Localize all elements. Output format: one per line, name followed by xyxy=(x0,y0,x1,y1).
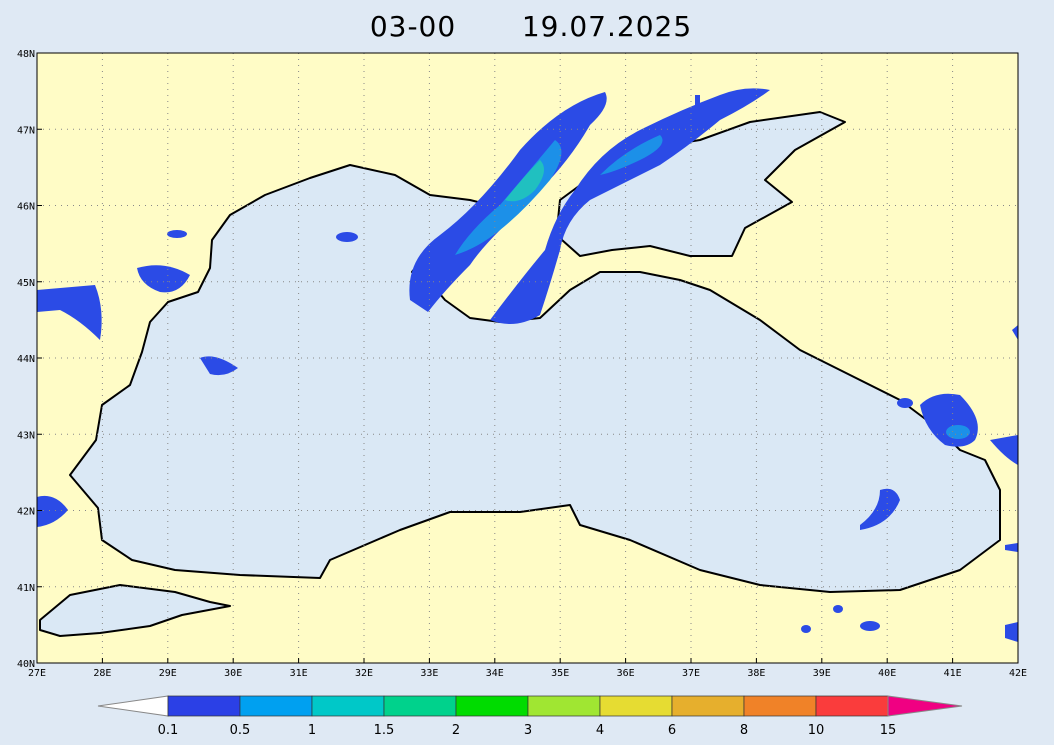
colorbar-label: 1.5 xyxy=(374,723,395,738)
colorbar-segment xyxy=(599,695,673,717)
rain-area xyxy=(137,265,190,293)
title-date: 19.07.2025 xyxy=(522,10,692,43)
lon-label: 29E xyxy=(159,668,177,679)
lat-label: 42N xyxy=(17,507,35,518)
colorbar-segment xyxy=(455,695,529,717)
colorbar-segment xyxy=(815,695,889,717)
lon-label: 40E xyxy=(878,668,896,679)
rain-area xyxy=(860,488,900,530)
rain-area xyxy=(833,605,843,613)
colorbar-label: 10 xyxy=(808,723,825,738)
colorbar-segment xyxy=(167,695,241,717)
lon-label: 34E xyxy=(486,668,504,679)
lon-label: 32E xyxy=(355,668,373,679)
colorbar: 0.1 0.5 1 1.5 2 3 4 6 8 10 15 xyxy=(97,695,963,738)
colorbar-label: 0.5 xyxy=(230,723,251,738)
lon-label: 36E xyxy=(617,668,635,679)
lon-label: 38E xyxy=(747,668,765,679)
lon-label: 31E xyxy=(290,668,308,679)
lat-label: 43N xyxy=(17,430,35,441)
colorbar-label: 6 xyxy=(668,723,676,738)
rain-area xyxy=(200,356,238,376)
rain-area xyxy=(801,625,811,633)
lon-label: 28E xyxy=(93,668,111,679)
colorbar-label: 4 xyxy=(596,723,604,738)
rain-area xyxy=(860,621,880,631)
rain-area xyxy=(897,398,913,408)
rain-area xyxy=(600,135,663,175)
lon-label: 35E xyxy=(551,668,569,679)
colorbar-segment xyxy=(743,695,817,717)
colorbar-label: 15 xyxy=(880,723,897,738)
lon-label: 39E xyxy=(813,668,831,679)
colorbar-over xyxy=(887,695,963,717)
colorbar-label: 8 xyxy=(740,723,748,738)
precipitation xyxy=(37,88,1018,642)
rain-area xyxy=(336,232,358,242)
colorbar-label: 1 xyxy=(308,723,316,738)
lon-label: 41E xyxy=(944,668,962,679)
colorbar-segment xyxy=(311,695,385,717)
lat-label: 40N xyxy=(17,659,35,670)
rain-area xyxy=(946,425,970,439)
lon-label: 42E xyxy=(1009,668,1027,679)
rain-area xyxy=(505,160,544,202)
sea-of-azov xyxy=(557,111,846,257)
rain-area xyxy=(1005,622,1018,642)
rain-area xyxy=(490,88,770,324)
rain-area xyxy=(37,285,102,340)
colorbar-segment xyxy=(671,695,745,717)
lat-label: 46N xyxy=(17,202,35,213)
rain-area xyxy=(1005,543,1018,552)
colorbar-label: 2 xyxy=(452,723,460,738)
rain-area xyxy=(1012,325,1018,340)
rain-area xyxy=(37,495,68,527)
lon-label: 27E xyxy=(28,668,46,679)
colorbar-label: 0.1 xyxy=(158,723,179,738)
lat-label: 48N xyxy=(17,49,35,60)
rain-area xyxy=(167,230,187,238)
map xyxy=(36,52,1019,664)
lon-label: 30E xyxy=(224,668,242,679)
lat-label: 45N xyxy=(17,278,35,289)
rain-area xyxy=(695,95,700,105)
lon-label: 33E xyxy=(420,668,438,679)
lon-label: 37E xyxy=(682,668,700,679)
colorbar-segment xyxy=(527,695,601,717)
colorbar-segment xyxy=(239,695,313,717)
lat-label: 47N xyxy=(17,125,35,136)
lat-label: 41N xyxy=(17,583,35,594)
colorbar-segment xyxy=(383,695,457,717)
lat-label: 44N xyxy=(17,354,35,365)
sea-of-marmara xyxy=(39,584,231,637)
title-time: 03-00 xyxy=(370,10,456,43)
rain-area xyxy=(990,435,1018,465)
colorbar-label: 3 xyxy=(524,723,532,738)
